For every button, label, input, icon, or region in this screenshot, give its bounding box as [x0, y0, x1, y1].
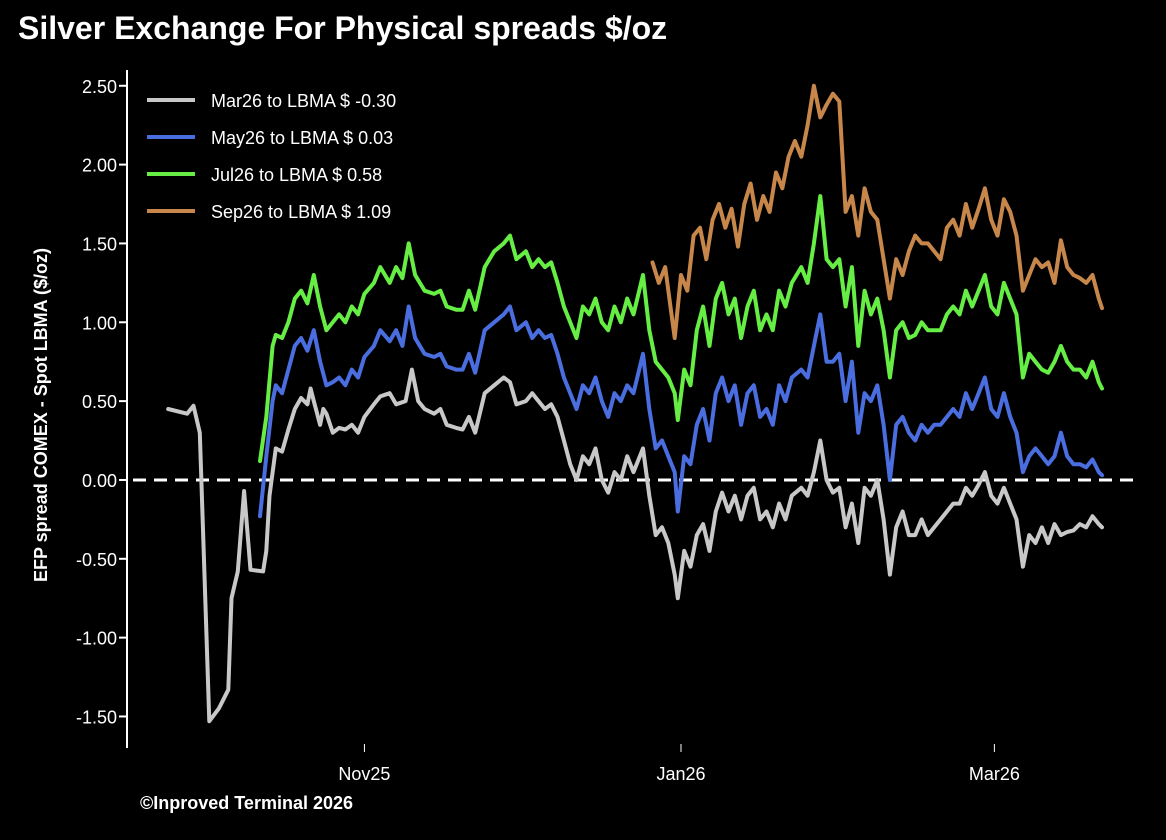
x-tick-label: Mar26 [969, 764, 1020, 784]
y-tick-label: 0.00 [82, 471, 117, 491]
series-line-3 [650, 83, 1104, 340]
legend-label: Sep26 to LBMA $ 1.09 [211, 202, 391, 222]
series-lines [166, 83, 1104, 724]
y-tick-label: -1.50 [76, 707, 117, 727]
series-line-1 [258, 304, 1104, 519]
y-tick-label: 2.00 [82, 156, 117, 176]
y-tick-label: 1.00 [82, 313, 117, 333]
y-tick-label: 2.50 [82, 77, 117, 97]
x-tick-label: Nov25 [338, 764, 390, 784]
y-tick-label: -0.50 [76, 550, 117, 570]
y-tick-label: 0.50 [82, 392, 117, 412]
series-line-0 [166, 367, 1104, 724]
legend: Mar26 to LBMA $ -0.30 May26 to LBMA $ 0.0… [147, 91, 396, 222]
y-tick-label: -1.00 [76, 629, 117, 649]
series-line-2 [258, 194, 1104, 463]
x-axis-ticks: Nov25 Jan26 Mar26 [338, 744, 1020, 784]
y-tick-label: 1.50 [82, 234, 117, 254]
legend-label: May26 to LBMA $ 0.03 [211, 128, 393, 148]
copyright-footer: ©Inproved Terminal 2026 [140, 793, 354, 813]
legend-label: Mar26 to LBMA $ -0.30 [211, 91, 396, 111]
legend-label: Jul26 to LBMA $ 0.58 [211, 165, 382, 185]
y-axis-label: EFP spread COMEX - Spot LBMA ($/oz) [31, 248, 51, 582]
y-axis-ticks: 2.50 2.00 1.50 1.00 0.50 0.00 -0.50 -1.00 -1.50 [76, 77, 127, 727]
chart-title: Silver Exchange For Physical spreads $/o… [18, 10, 668, 46]
x-tick-label: Jan26 [656, 764, 705, 784]
